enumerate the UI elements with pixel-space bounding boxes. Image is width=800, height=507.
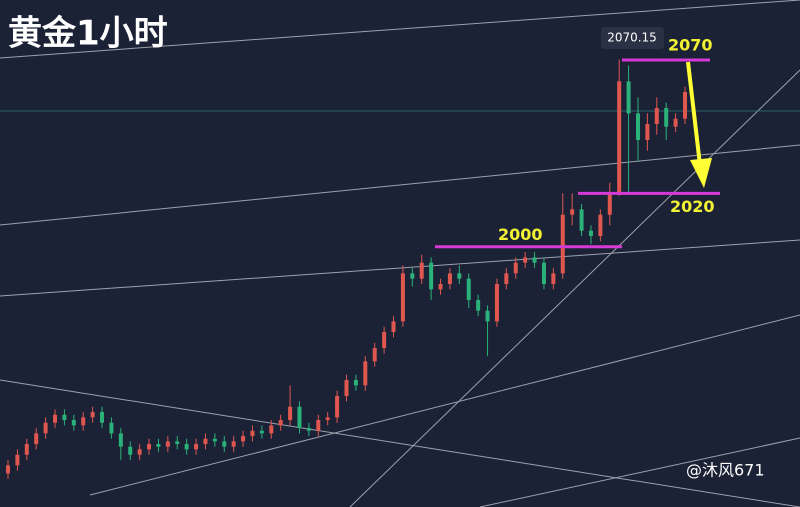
- candle-body: [53, 414, 58, 423]
- trend-line: [0, 144, 800, 226]
- candle-body: [184, 444, 189, 450]
- levels: 2070 2020 2000: [435, 36, 720, 249]
- candle-body: [316, 420, 321, 431]
- price-tag: 2070.15: [607, 31, 657, 45]
- candle-body: [344, 380, 349, 397]
- candle-body: [391, 321, 396, 333]
- candle-body: [485, 310, 490, 322]
- candle-body: [222, 441, 227, 447]
- candle-body: [372, 348, 377, 362]
- candle-body: [683, 92, 687, 119]
- candle-body: [165, 441, 170, 447]
- candle-body: [297, 406, 302, 429]
- candle-body: [541, 262, 546, 285]
- candle-body: [81, 417, 86, 426]
- candle-body: [288, 406, 293, 421]
- candle-body: [109, 422, 114, 434]
- candles: [6, 59, 687, 479]
- candle-body: [617, 81, 622, 194]
- candle-body: [645, 124, 650, 141]
- candle-body: [269, 425, 274, 434]
- candle-body: [664, 108, 669, 127]
- candle-body: [654, 108, 659, 125]
- candle-body: [353, 380, 358, 386]
- candle-body: [306, 428, 311, 431]
- level-label: 2070: [668, 36, 713, 55]
- candle-body: [447, 273, 452, 285]
- candle-body: [673, 118, 678, 127]
- watermark: @沐风671: [686, 461, 765, 480]
- candle-body: [513, 262, 518, 274]
- candle-body: [419, 262, 424, 279]
- candle-body: [34, 433, 39, 445]
- candle-body: [137, 449, 142, 455]
- trend-line: [0, 239, 800, 297]
- candle-body: [466, 278, 471, 301]
- candle-body: [400, 273, 405, 322]
- candle-body: [241, 436, 246, 442]
- candle-body: [62, 414, 67, 421]
- candle-body: [560, 214, 565, 274]
- candle-body: [429, 262, 434, 290]
- candle-body: [598, 214, 603, 237]
- candle-body: [24, 444, 29, 455]
- trend-line: [89, 314, 800, 496]
- candle-body: [410, 273, 415, 279]
- candle-body: [15, 454, 20, 466]
- candle-body: [363, 361, 368, 386]
- arrow: [686, 61, 712, 188]
- candle-body: [6, 465, 10, 474]
- candle-body: [90, 412, 95, 418]
- level-label: 2000: [498, 225, 543, 244]
- candle-body: [635, 113, 640, 141]
- trend-line: [479, 437, 800, 507]
- price-tag-box: [601, 27, 664, 49]
- level-label: 2020: [670, 197, 715, 216]
- candle-body: [250, 430, 255, 437]
- candle-body: [100, 412, 105, 423]
- candle-body: [504, 273, 509, 285]
- candle-body: [212, 438, 217, 442]
- candle-body: [43, 422, 48, 434]
- candle-body: [476, 300, 481, 311]
- candle-body: [118, 433, 123, 447]
- candle-body: [494, 284, 499, 322]
- trend-line: [0, 379, 800, 507]
- candle-body: [438, 284, 443, 290]
- candle-body: [231, 441, 236, 447]
- candle-body: [551, 273, 556, 285]
- candle-body: [175, 441, 180, 445]
- candle-body: [579, 209, 584, 231]
- candle-body: [607, 193, 612, 215]
- candle-body: [203, 438, 208, 445]
- candle-body: [156, 444, 161, 447]
- candle-body: [626, 81, 631, 114]
- candle-body: [259, 430, 264, 434]
- candle-body: [194, 444, 199, 450]
- candle-body: [147, 444, 152, 450]
- candle-body: [523, 257, 528, 263]
- candle-body: [278, 420, 283, 426]
- trend-line: [0, 0, 800, 59]
- candle-body: [335, 396, 340, 418]
- candle-body: [128, 446, 133, 455]
- candle-body: [588, 230, 593, 237]
- trend-line: [349, 69, 800, 507]
- candle-body: [532, 257, 537, 263]
- candle-body: [71, 420, 76, 426]
- candle-body: [325, 417, 330, 421]
- candle-body: [382, 332, 387, 349]
- chart-title: 黄金1小时: [8, 14, 168, 54]
- candle-body: [570, 209, 575, 215]
- candle-body: [457, 273, 462, 279]
